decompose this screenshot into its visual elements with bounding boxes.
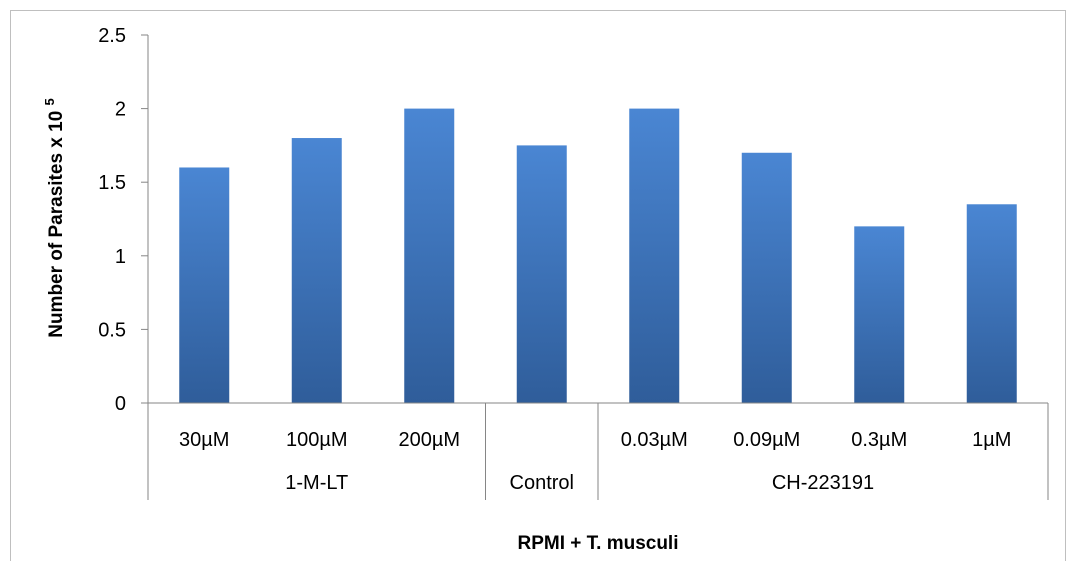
x-category-label: 0.09µM <box>733 429 800 451</box>
x-category-label: 30µM <box>179 429 229 451</box>
bars <box>179 108 1017 404</box>
x-axis-group-labels: 1-M-LT Control CH-223191 <box>285 403 874 500</box>
y-axis-title-main: Number of Parasites x 10 <box>46 111 67 338</box>
x-group-label: Control <box>510 472 574 494</box>
bar <box>966 204 1017 403</box>
x-group-label: 1-M-LT <box>285 472 348 494</box>
x-axis-title: RPMI + T. musculi <box>517 533 678 554</box>
y-tick-label: 2 <box>115 99 126 121</box>
y-tick-label: 1.5 <box>98 172 126 194</box>
bar <box>291 138 342 404</box>
x-category-label: 1µM <box>972 429 1011 451</box>
y-tick-label: 2.5 <box>98 25 126 47</box>
bar <box>516 145 567 403</box>
bar <box>629 108 680 403</box>
bar <box>404 108 455 403</box>
y-tick-label: 0.5 <box>98 319 126 341</box>
x-category-label: 0.03µM <box>621 429 688 451</box>
y-axis-ticks: 0 0.5 1 1.5 2 2.5 <box>98 25 148 415</box>
bar <box>179 167 230 403</box>
x-group-label: CH-223191 <box>772 472 874 494</box>
bar <box>741 152 792 403</box>
x-category-label: 0.3µM <box>851 429 907 451</box>
y-tick-label: 1 <box>115 246 126 268</box>
y-axis-title-superscript: 5 <box>42 98 57 105</box>
y-tick-label: 0 <box>115 393 126 415</box>
bar <box>854 226 905 403</box>
x-category-label: 200µM <box>398 429 460 451</box>
x-axis-category-labels: 30µM 100µM 200µM 0.03µM 0.09µM 0.3µM 1µM <box>179 429 1011 451</box>
x-category-label: 100µM <box>286 429 348 451</box>
y-axis-title: Number of Parasites x 10 5 <box>42 98 67 338</box>
